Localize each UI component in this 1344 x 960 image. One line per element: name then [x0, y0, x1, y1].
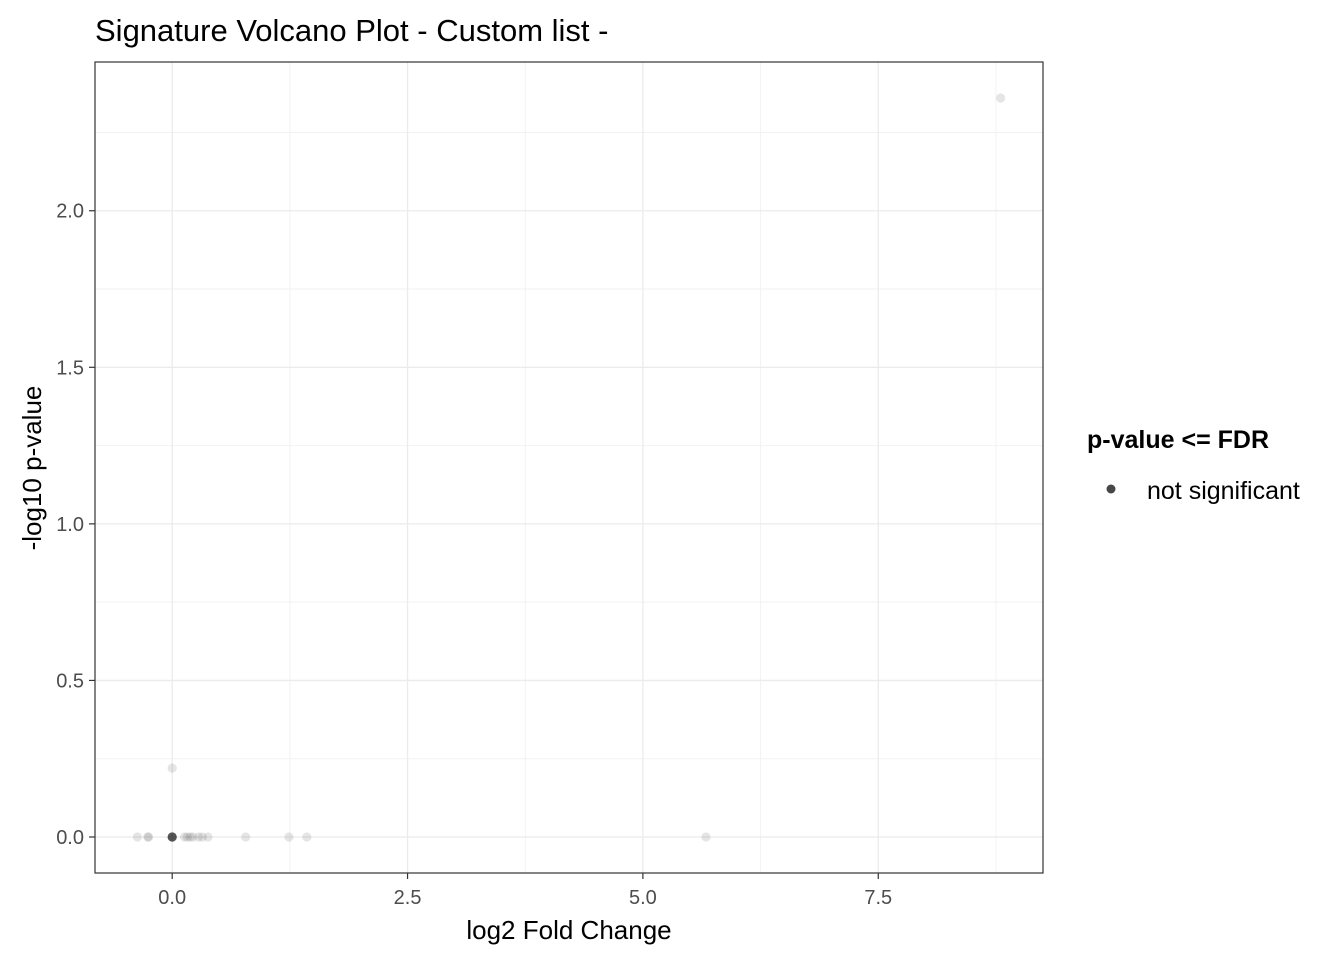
data-point [185, 832, 195, 842]
data-point [167, 832, 177, 842]
data-point [197, 832, 207, 842]
minor-gridlines [95, 62, 1043, 873]
data-point [167, 832, 177, 842]
data-point [167, 832, 177, 842]
data-point [167, 832, 177, 842]
y-tick-label: 1.0 [56, 514, 84, 536]
data-point [144, 832, 154, 842]
legend-title: p-value <= FDR [1087, 426, 1269, 454]
y-tick-label: 0.0 [56, 827, 84, 849]
data-point [167, 832, 177, 842]
data-point [143, 832, 153, 842]
data-points [132, 93, 1006, 842]
data-point [167, 832, 177, 842]
panel-background [95, 62, 1043, 873]
plot-panel [94, 61, 1044, 874]
data-point [701, 832, 711, 842]
data-point [188, 832, 198, 842]
legend-label-not-significant: not significant [1147, 477, 1300, 505]
data-point [167, 832, 177, 842]
x-tick-label: 0.0 [158, 887, 186, 909]
data-point [241, 832, 251, 842]
y-tick-label: 0.5 [56, 670, 84, 692]
x-tick-label: 7.5 [864, 887, 892, 909]
legend-key-not-significant [1106, 484, 1116, 494]
y-axis-title: -log10 p-value [17, 386, 47, 551]
x-tick-label: 5.0 [629, 887, 657, 909]
chart-title: Signature Volcano Plot - Custom list - [95, 13, 608, 48]
x-axis-title: log2 Fold Change [466, 915, 671, 945]
data-point [182, 832, 192, 842]
major-gridlines [95, 62, 1043, 873]
data-point [203, 832, 213, 842]
data-point [167, 832, 177, 842]
data-point [167, 832, 177, 842]
data-point [132, 832, 142, 842]
data-point [167, 832, 177, 842]
legend: p-value <= FDR not significant [1087, 426, 1300, 505]
data-point [193, 832, 204, 842]
y-tick-label: 1.5 [56, 357, 84, 379]
data-point [996, 93, 1006, 103]
x-axis: 0.0 2.5 5.0 7.5 [158, 873, 892, 909]
data-point [167, 763, 177, 773]
data-point [179, 832, 190, 842]
panel-border [94, 61, 1044, 874]
x-tick-label: 2.5 [394, 887, 422, 909]
data-point [284, 832, 294, 842]
y-tick-label: 2.0 [56, 201, 84, 223]
y-axis: 0.0 0.5 1.0 1.5 2.0 [56, 201, 95, 849]
data-point [302, 832, 312, 842]
